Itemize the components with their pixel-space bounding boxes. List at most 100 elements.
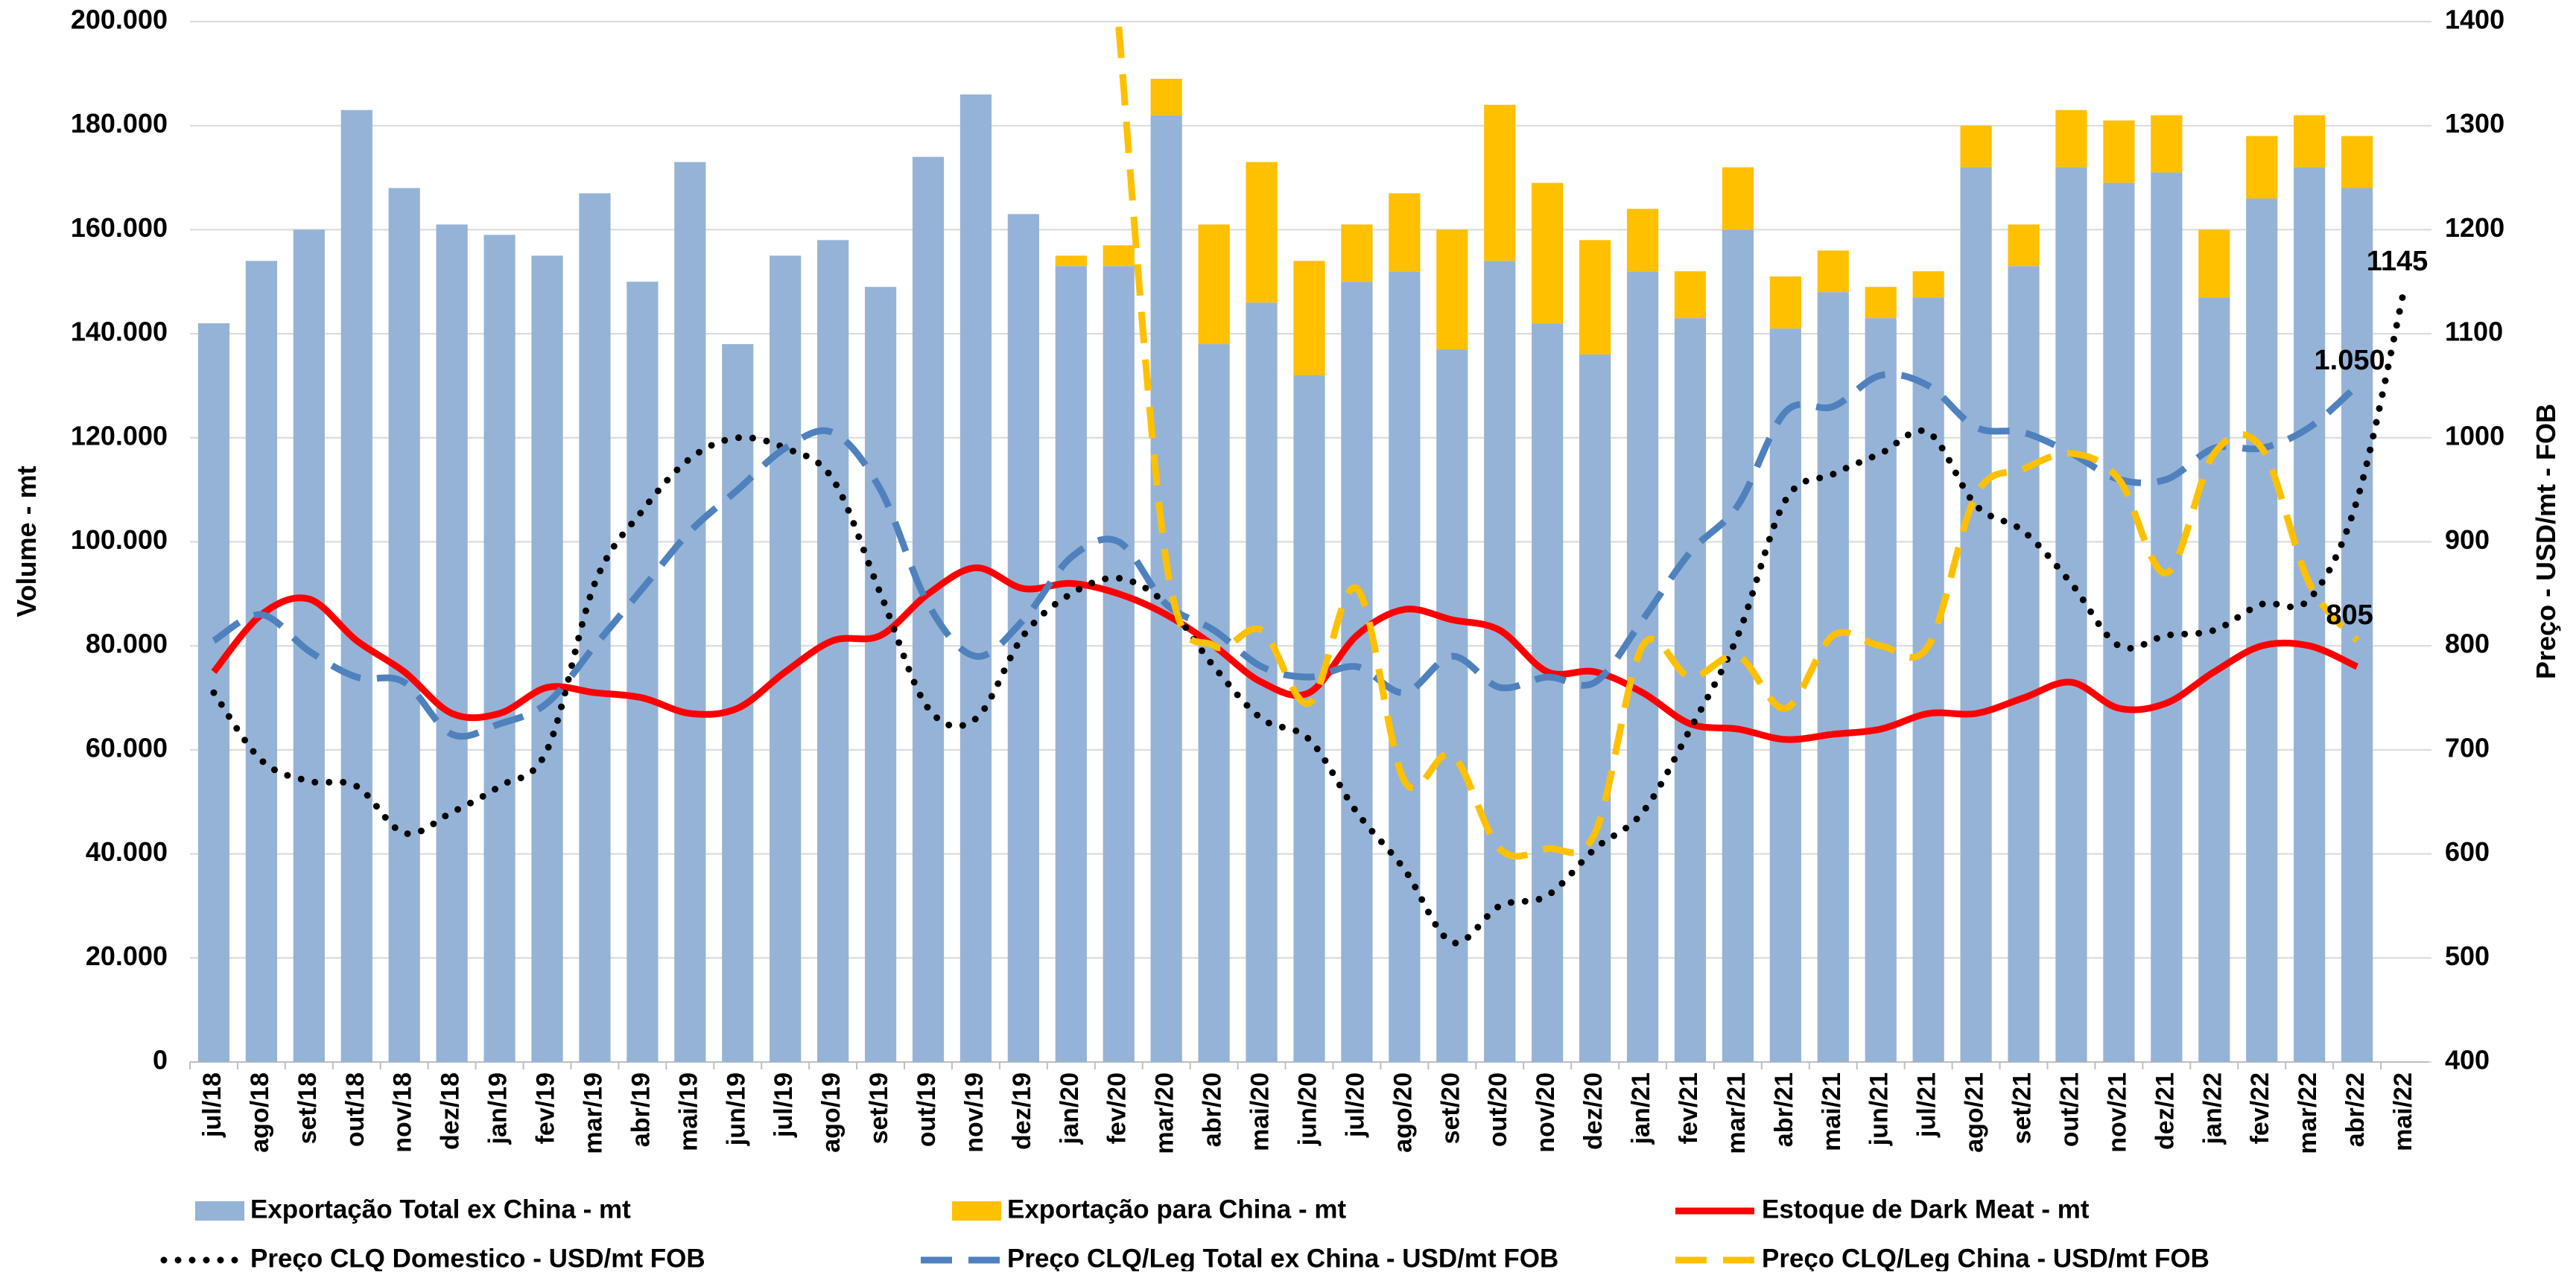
x-tick-label: nov/19 [960,1072,989,1153]
bar [770,255,802,1063]
bar [817,240,849,1062]
bar [2008,224,2040,267]
y-tick-label: 60.000 [86,732,168,763]
y-tick-label: 100.000 [71,524,168,555]
x-tick-label: out/20 [1484,1072,1512,1147]
y-tick-label: 0 [153,1045,168,1075]
y-tick-label: 140.000 [71,317,168,347]
bar [1007,214,1039,1062]
bar [1960,125,1992,168]
x-tick-label: out/21 [2055,1072,2084,1147]
x-tick-label: mai/20 [1246,1072,1275,1151]
data-label: 805 [2326,600,2373,631]
bar [1769,328,1801,1062]
y2-tick-label: 700 [2445,732,2490,763]
x-tick-label: ago/20 [1389,1072,1417,1153]
line [212,371,2360,740]
bar [483,235,515,1062]
x-tick-label: abr/21 [1770,1072,1798,1147]
bar [1817,292,1849,1063]
y-tick-label: 180.000 [71,108,168,139]
x-tick-label: fev/20 [1103,1072,1132,1144]
bar [2151,115,2183,173]
x-tick-label: set/18 [294,1072,322,1144]
bar [2008,266,2040,1062]
bar [1484,104,1516,261]
x-tick-label: nov/21 [2103,1072,2131,1153]
x-tick-label: jan/22 [2198,1072,2227,1145]
legend-label: Estoque de Dark Meat - mt [1762,1195,2090,1224]
x-tick-label: jun/21 [1865,1072,1894,1146]
x-tick-label: jan/19 [484,1072,513,1145]
bar [1293,261,1325,375]
x-tick-label: nov/18 [389,1072,417,1153]
x-tick-label: mai/21 [1818,1072,1846,1151]
y2-axis-title: Preço - USD/mt - FOB [2531,404,2561,679]
legend-label: Preço CLQ/Leg China - USD/mt FOB [1762,1244,2209,1271]
bar [2246,198,2278,1062]
x-tick-label: dez/21 [2151,1072,2179,1150]
data-label: 1.050 [2315,345,2385,376]
bar [1198,224,1230,345]
bar [245,261,278,1062]
bar [2294,167,2326,1063]
bar [1436,229,1468,350]
bar [626,282,659,1062]
x-tick-label: out/19 [913,1072,941,1147]
bar [1341,282,1373,1062]
y2-tick-label: 1300 [2445,108,2504,139]
bar [1532,182,1564,324]
x-tick-label: out/18 [341,1072,369,1147]
legend-label: Preço CLQ/Leg Total ex China - USD/mt FO… [1007,1244,1558,1271]
x-tick-label: mar/19 [579,1072,607,1154]
bar [1150,115,1182,1063]
bar [864,287,897,1062]
x-tick-label: fev/21 [1675,1072,1703,1144]
bar [1674,318,1707,1062]
x-tick-label: fev/22 [2246,1072,2274,1144]
bar [1103,245,1135,267]
x-tick-label: fev/19 [532,1072,560,1144]
bar [531,255,563,1063]
x-tick-label: jun/20 [1293,1072,1322,1146]
y-tick-label: 40.000 [86,836,168,867]
x-tick-label: mai/22 [2389,1072,2417,1151]
bar [674,162,706,1063]
x-tick-label: jul/19 [770,1072,798,1138]
bar [1722,167,1754,230]
bar [1055,266,1087,1062]
line [1115,26,2360,860]
bar [1960,167,1992,1063]
x-tick-label: jun/19 [722,1072,750,1146]
bar [579,193,611,1062]
x-tick-label: abr/19 [626,1072,655,1147]
bar [1150,78,1182,115]
bar [2341,136,2373,188]
bar [1579,240,1611,355]
y-tick-label: 20.000 [86,941,168,971]
bar [2103,120,2135,183]
x-tick-label: set/19 [865,1072,893,1144]
bar [1722,229,1754,1062]
y-tick-label: 120.000 [71,420,168,451]
y2-tick-label: 800 [2445,629,2490,659]
bar [340,109,372,1062]
bar [1912,271,1944,298]
line [210,283,2408,947]
x-tick-label: ago/19 [817,1072,846,1153]
bar [1198,344,1230,1062]
y2-tick-label: 1000 [2445,420,2504,451]
bar [1865,287,1897,319]
bar [2341,188,2373,1062]
y2-tick-label: 1100 [2445,317,2503,347]
y-tick-label: 160.000 [71,212,168,243]
bar [1293,375,1325,1063]
data-label: 1145 [2367,246,2428,277]
y2-tick-label: 600 [2445,836,2490,867]
bar [959,94,992,1062]
bar [1817,250,1849,293]
x-tick-label: mar/22 [2294,1072,2322,1154]
x-tick-label: mar/20 [1151,1072,1179,1154]
bar [2103,182,2135,1062]
